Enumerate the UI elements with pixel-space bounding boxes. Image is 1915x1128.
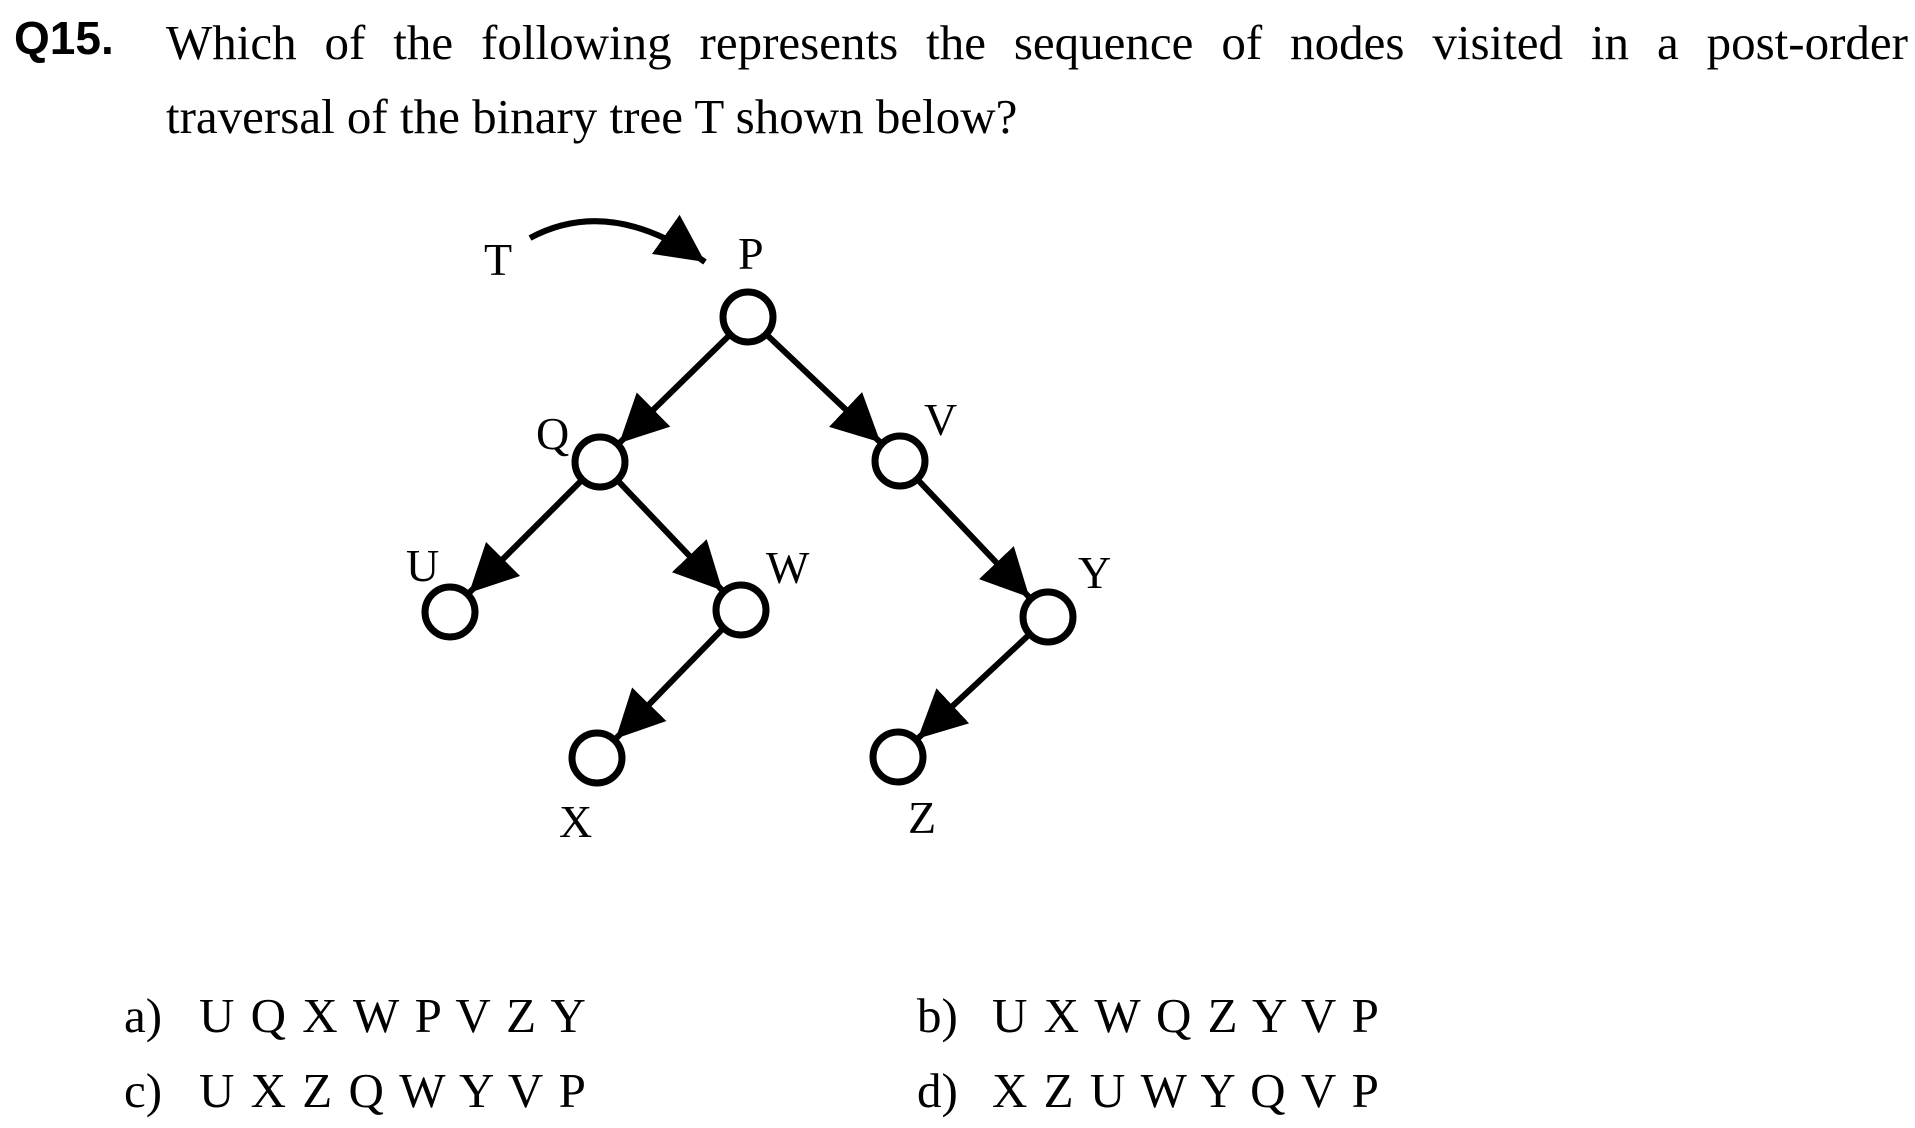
question-line-2: traversal of the binary tree T shown bel…: [166, 89, 1018, 144]
tree-pointer-arrow: [528, 214, 707, 265]
option-c-letter: c): [124, 1063, 163, 1118]
edge-y-z: [915, 631, 1032, 741]
tree-nodes: [421, 288, 1077, 787]
node-label-y: Y: [1078, 547, 1111, 598]
node-label-z: Z: [908, 792, 936, 843]
option-c[interactable]: c) U X Z Q W Y V P: [124, 1061, 588, 1121]
node-x: [568, 729, 626, 787]
node-w: [712, 581, 770, 639]
edge-v-y: [915, 477, 1032, 600]
node-z: [869, 728, 927, 786]
option-c-answer: U X Z Q W Y V P: [199, 1063, 588, 1118]
option-b-letter: b): [917, 988, 958, 1043]
node-v: [871, 432, 929, 490]
option-a[interactable]: a) U Q X W P V Z Y: [124, 986, 588, 1046]
node-y: [1019, 588, 1077, 646]
node-label-v: V: [924, 394, 957, 445]
node-label-p: P: [738, 228, 764, 279]
node-q: [571, 433, 629, 491]
edge-q-u: [466, 477, 585, 596]
option-b[interactable]: b) U X W Q Z Y V P: [917, 986, 1381, 1046]
edge-p-v: [764, 332, 883, 445]
node-label-w: W: [766, 542, 810, 593]
tree-pointer-label: T: [484, 234, 512, 285]
option-d-letter: d): [917, 1063, 958, 1118]
edge-w-x: [613, 625, 726, 741]
option-b-answer: U X W Q Z Y V P: [992, 988, 1381, 1043]
node-label-x: X: [559, 796, 592, 847]
tree-edges: [466, 332, 1032, 741]
option-a-letter: a): [124, 988, 163, 1043]
option-d[interactable]: d) X Z U W Y Q V P: [917, 1061, 1381, 1121]
question-line-1: Which of the following represents the se…: [166, 15, 1908, 70]
option-d-answer: X Z U W Y Q V P: [992, 1063, 1381, 1118]
edge-p-q: [617, 332, 733, 446]
node-p: [719, 288, 777, 346]
question-text: Which of the following represents the se…: [166, 6, 1908, 154]
edge-q-w: [615, 478, 725, 593]
node-label-q: Q: [536, 408, 569, 459]
option-a-answer: U Q X W P V Z Y: [199, 988, 588, 1043]
node-label-u: U: [406, 540, 439, 591]
node-u: [421, 583, 479, 641]
question-number: Q15.: [14, 12, 114, 64]
